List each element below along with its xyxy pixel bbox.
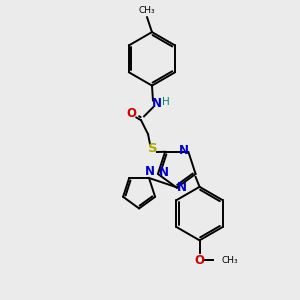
Text: N: N: [152, 97, 162, 110]
Text: N: N: [178, 144, 188, 157]
Text: O: O: [195, 254, 205, 267]
Text: O: O: [126, 107, 136, 120]
Text: N: N: [159, 167, 169, 179]
Text: H: H: [162, 98, 170, 107]
Text: CH₃: CH₃: [221, 256, 238, 265]
Text: N: N: [177, 181, 187, 194]
Text: CH₃: CH₃: [139, 6, 155, 15]
Text: S: S: [148, 142, 158, 154]
Text: N: N: [145, 164, 155, 178]
